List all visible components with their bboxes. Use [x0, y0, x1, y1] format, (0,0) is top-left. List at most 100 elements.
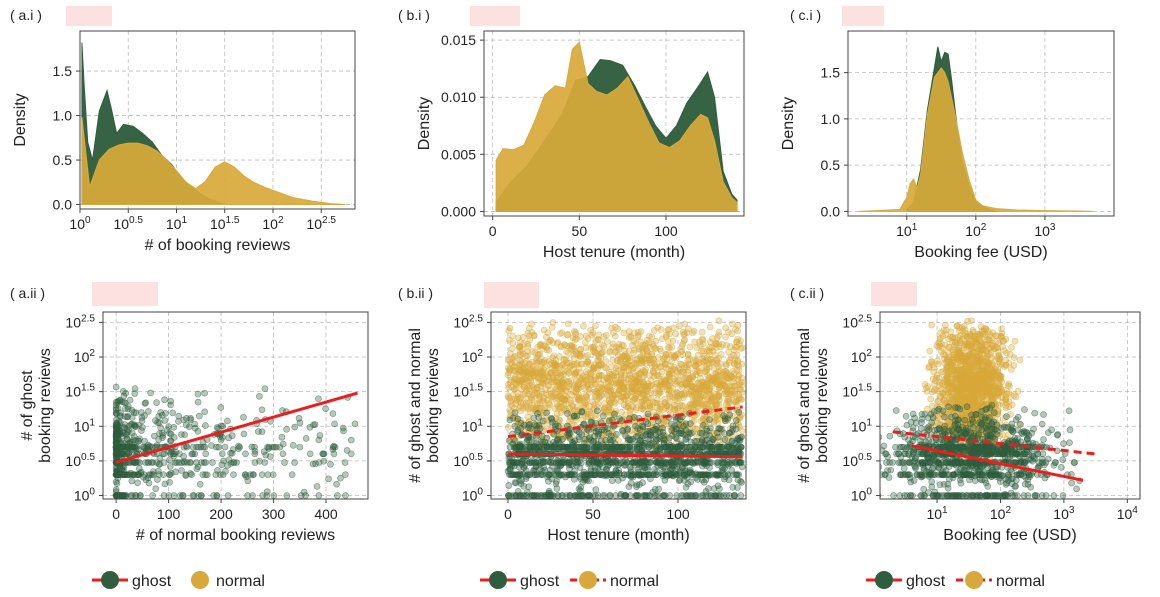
data-point	[549, 393, 557, 400]
data-point	[532, 443, 540, 451]
data-point	[581, 339, 589, 346]
data-point	[121, 421, 129, 428]
data-point	[122, 443, 130, 451]
y-tick-label: 100.5	[453, 452, 483, 469]
data-point	[221, 443, 229, 451]
data-point	[655, 485, 662, 493]
data-point	[283, 426, 290, 433]
data-point	[159, 429, 166, 437]
data-point	[203, 471, 211, 479]
data-point	[514, 334, 522, 342]
y-tick-label: 1.0	[821, 111, 841, 127]
data-point	[582, 394, 589, 401]
x-tick-label: 101	[896, 222, 918, 239]
data-point	[544, 329, 552, 337]
data-point	[734, 484, 741, 491]
data-point	[291, 459, 298, 466]
data-point	[659, 470, 667, 478]
data-point	[672, 330, 679, 338]
y-tick-label: 101.5	[453, 383, 483, 400]
data-point	[707, 443, 715, 451]
data-point	[529, 365, 537, 373]
x-tick-label: 101	[166, 215, 188, 232]
data-point	[656, 345, 664, 353]
data-point	[553, 485, 561, 492]
data-point	[559, 379, 566, 386]
data-point	[549, 339, 557, 346]
data-point	[668, 344, 676, 351]
data-point	[302, 435, 310, 442]
data-point	[543, 492, 551, 499]
data-point	[506, 461, 514, 469]
data-point	[655, 354, 662, 361]
data-point	[270, 443, 278, 451]
data-point	[566, 359, 573, 367]
data-point	[555, 472, 563, 480]
data-point	[733, 460, 740, 467]
data-point	[251, 459, 259, 466]
data-point	[700, 471, 707, 478]
data-point	[635, 471, 643, 478]
data-point	[131, 385, 139, 392]
data-point	[587, 344, 595, 351]
data-point	[574, 394, 582, 401]
x-tick-label: 50	[585, 506, 601, 522]
data-point	[654, 396, 661, 403]
data-point	[577, 483, 585, 491]
data-point	[676, 469, 684, 476]
y-tick-label: 0.015	[441, 32, 476, 48]
data-point	[698, 328, 706, 336]
data-point	[505, 327, 513, 334]
data-point	[521, 370, 528, 377]
data-point	[732, 471, 740, 478]
data-point	[251, 450, 259, 458]
data-point	[265, 443, 273, 451]
data-point	[511, 409, 519, 416]
data-point	[132, 409, 140, 416]
x-tick-label: 300	[262, 506, 286, 522]
data-point	[560, 368, 567, 375]
data-point	[160, 471, 167, 478]
data-point	[183, 443, 191, 451]
data-point	[132, 437, 140, 445]
data-point	[524, 340, 531, 348]
data-point	[618, 408, 625, 416]
data-point	[676, 366, 683, 374]
data-point	[329, 443, 337, 451]
data-point	[222, 468, 229, 475]
data-point	[543, 409, 550, 417]
data-point	[163, 426, 171, 434]
data-point	[329, 410, 337, 417]
data-point	[561, 341, 568, 348]
data-point	[612, 323, 619, 331]
data-point	[706, 471, 714, 478]
y-tick-label: 100	[462, 487, 484, 504]
data-point	[170, 452, 178, 460]
data-point	[707, 459, 715, 466]
data-point	[141, 400, 149, 407]
data-point	[553, 410, 561, 418]
data-point	[715, 317, 723, 324]
data-point	[260, 448, 268, 455]
points-ghost	[112, 383, 359, 499]
data-point	[718, 443, 726, 451]
data-point	[208, 442, 215, 449]
data-point	[1016, 356, 1024, 364]
data-point	[547, 414, 555, 422]
data-point	[165, 423, 173, 430]
y-axis-label: booking reviews	[425, 348, 442, 463]
data-point	[539, 459, 546, 467]
data-point	[145, 479, 153, 487]
data-point	[538, 379, 545, 386]
data-point	[546, 386, 554, 394]
data-point	[229, 446, 237, 453]
data-point	[525, 405, 532, 413]
data-point	[522, 475, 530, 482]
data-point	[507, 492, 514, 499]
data-point	[615, 461, 622, 468]
x-tick-label: 0	[112, 506, 120, 522]
data-point	[573, 361, 581, 368]
data-point	[154, 419, 162, 426]
data-point	[570, 476, 578, 483]
data-point	[201, 389, 208, 397]
